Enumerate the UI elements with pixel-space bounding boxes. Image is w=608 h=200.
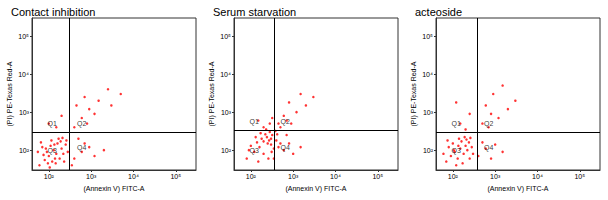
svg-text:10⁵: 10⁵: [372, 173, 383, 180]
svg-text:10²: 10²: [44, 173, 55, 180]
svg-text:Q4: Q4: [281, 144, 290, 152]
svg-text:(Annexin V) FITC-A: (Annexin V) FITC-A: [83, 185, 144, 193]
svg-text:10⁴: 10⁴: [18, 71, 29, 78]
svg-text:10⁴: 10⁴: [422, 71, 433, 78]
svg-text:10³: 10³: [490, 173, 501, 180]
svg-text:10⁴: 10⁴: [220, 71, 231, 78]
svg-text:10⁵: 10⁵: [574, 173, 585, 180]
svg-text:(PI) PE-Texas Red-A: (PI) PE-Texas Red-A: [410, 61, 418, 126]
svg-text:10³: 10³: [288, 173, 299, 180]
svg-text:10³: 10³: [86, 173, 97, 180]
svg-text:Q4: Q4: [484, 144, 493, 152]
svg-text:Contact inhibition: Contact inhibition: [11, 6, 95, 18]
svg-text:Q4: Q4: [77, 144, 86, 152]
svg-text:10²: 10²: [19, 147, 30, 154]
svg-text:Q2: Q2: [281, 118, 290, 126]
svg-text:Q3: Q3: [452, 147, 461, 155]
svg-text:Q3: Q3: [250, 147, 259, 155]
svg-text:10⁵: 10⁵: [220, 33, 231, 40]
svg-text:Q2: Q2: [77, 120, 86, 128]
svg-text:10²: 10²: [448, 173, 459, 180]
svg-text:Serum starvation: Serum starvation: [213, 6, 296, 18]
svg-text:10²: 10²: [221, 147, 232, 154]
svg-text:Q1: Q1: [452, 120, 461, 128]
svg-text:10⁵: 10⁵: [18, 33, 29, 40]
svg-text:10³: 10³: [19, 109, 30, 116]
svg-text:10⁵: 10⁵: [422, 33, 433, 40]
svg-text:10³: 10³: [423, 109, 434, 116]
svg-text:acteoside: acteoside: [415, 6, 462, 18]
svg-text:10⁵: 10⁵: [170, 173, 181, 180]
svg-text:10⁴: 10⁴: [330, 173, 341, 180]
svg-text:(Annexin V) FITC-A: (Annexin V) FITC-A: [285, 185, 346, 193]
svg-text:10⁴: 10⁴: [128, 173, 139, 180]
svg-text:10²: 10²: [423, 147, 434, 154]
svg-text:(PI) PE-Texas Red-A: (PI) PE-Texas Red-A: [6, 61, 14, 126]
svg-text:10⁴: 10⁴: [532, 173, 543, 180]
svg-text:Q1: Q1: [250, 118, 259, 126]
svg-text:Q1: Q1: [48, 120, 57, 128]
svg-text:(PI) PE-Texas Red-A: (PI) PE-Texas Red-A: [208, 61, 216, 126]
svg-text:(Annexin V) FITC-A: (Annexin V) FITC-A: [487, 185, 548, 193]
svg-text:Q3: Q3: [48, 147, 57, 155]
svg-text:10³: 10³: [221, 109, 232, 116]
svg-text:10²: 10²: [246, 173, 257, 180]
svg-text:Q2: Q2: [484, 120, 493, 128]
